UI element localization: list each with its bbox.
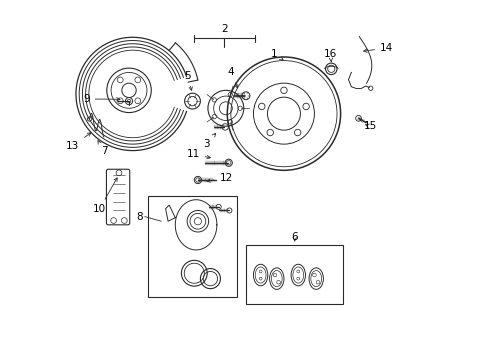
Text: 16: 16 (323, 49, 337, 62)
Text: 15: 15 (363, 121, 376, 131)
Text: 1: 1 (270, 49, 283, 60)
Text: 7: 7 (98, 140, 107, 156)
Text: 6: 6 (291, 232, 297, 242)
Text: 12: 12 (206, 173, 232, 183)
Text: 4: 4 (227, 67, 237, 88)
Text: 8: 8 (137, 212, 143, 221)
Text: 9: 9 (83, 94, 120, 104)
Text: 10: 10 (93, 178, 117, 215)
Text: 11: 11 (186, 149, 210, 159)
Text: 13: 13 (66, 133, 91, 151)
Text: 5: 5 (184, 71, 192, 90)
Bar (147, 196, 237, 297)
Text: 2: 2 (221, 24, 227, 35)
Text: 14: 14 (363, 43, 392, 53)
Text: 3: 3 (203, 134, 215, 149)
Bar (246, 244, 343, 304)
